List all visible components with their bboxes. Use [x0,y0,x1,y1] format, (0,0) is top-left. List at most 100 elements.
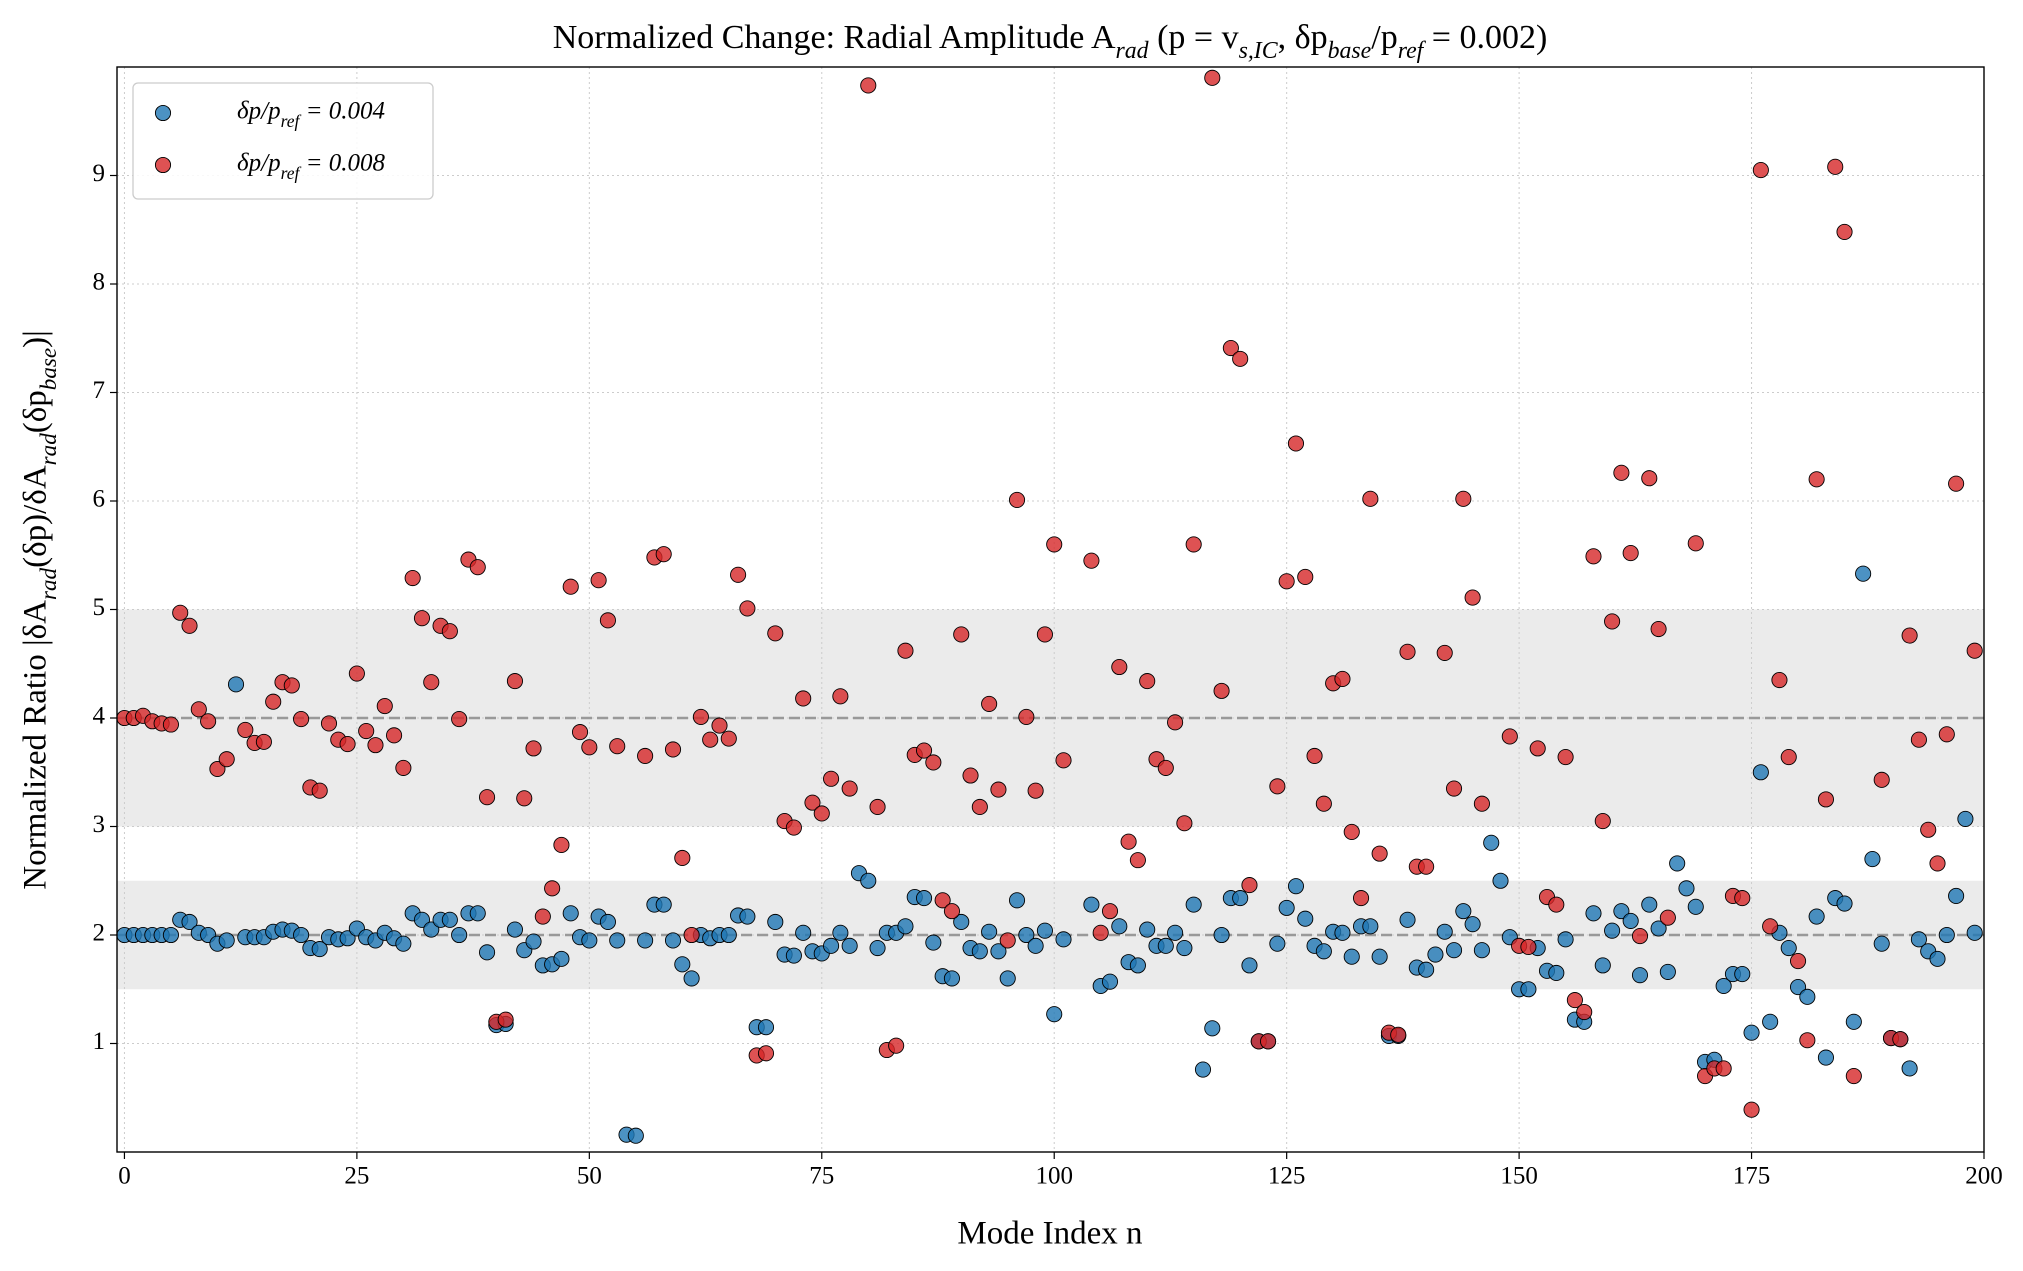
x-tick-label: 0 [118,1163,131,1190]
data-point [1157,937,1174,954]
data-point [358,722,375,740]
data-point [367,737,384,754]
data-point [1176,815,1193,832]
data-point [1548,896,1565,913]
data-point [943,970,960,987]
data-point [795,690,812,707]
data-point [1827,158,1844,175]
data-point [674,849,691,867]
data-point [525,933,542,950]
data-point [1585,548,1602,565]
data-point [1436,644,1453,661]
data-point [172,604,189,621]
data-point [227,676,245,693]
data-point [934,892,951,909]
data-point [971,798,988,816]
data-point [1176,939,1193,957]
x-tick-label: 25 [344,1163,369,1190]
data-point [1762,918,1779,935]
data-point [1036,922,1053,939]
data-point [841,937,858,954]
data-point [1464,589,1481,606]
data-point [1901,627,1918,644]
legend-box [132,82,434,200]
data-point [1436,923,1453,940]
data-point [181,913,198,931]
data-point [599,913,616,931]
data-point [571,724,589,741]
y-tick-label: 8 [93,269,106,296]
data-point [860,872,877,889]
data-point [730,566,747,583]
y-tick-label: 4 [93,703,106,730]
data-point [1520,981,1537,998]
data-point [1241,877,1258,894]
data-point [479,789,496,806]
y-tick-label: 5 [93,594,106,621]
data-point [720,730,737,747]
data-point [1315,943,1332,960]
data-point [1352,890,1370,907]
data-point [1269,935,1286,952]
data-point [702,731,719,748]
y-tick-label: 6 [93,486,106,513]
data-point [320,715,338,732]
data-point [1390,1026,1407,1043]
data-point [544,880,561,897]
data-point [1083,552,1100,569]
data-point [1027,782,1044,799]
data-point [767,625,784,642]
data-point [181,617,198,634]
y-tick-label: 7 [93,377,106,404]
data-point [897,918,914,935]
data-point [1520,938,1537,955]
data-point [1008,491,1026,508]
data-point [1715,977,1732,995]
data-point [1817,1049,1834,1066]
data-point [1083,896,1100,913]
data-point [1594,957,1611,974]
y-tick-label: 3 [93,811,106,838]
data-point [1111,658,1128,676]
data-point [1752,162,1769,179]
data-point [1631,967,1649,984]
data-point [1687,535,1704,552]
data-point [451,711,468,728]
data-point [339,930,356,947]
x-tick-label: 75 [809,1163,834,1190]
data-point [423,674,440,691]
data-point [1641,470,1658,487]
data-point [1808,471,1825,488]
data-point [1910,931,1927,948]
data-point [767,913,784,931]
data-point [553,950,570,967]
data-point [1101,903,1119,920]
data-point [1371,845,1388,862]
data-point [162,926,179,944]
data-point [785,819,802,836]
data-point [562,905,579,922]
data-point [1120,833,1137,850]
data-point [1901,1060,1918,1077]
data-point [711,717,728,734]
x-tick-label: 200 [1965,1163,2003,1190]
data-point [1101,973,1119,990]
data-point [1092,924,1109,941]
data-point [1873,935,1890,952]
data-point [664,741,682,758]
data-point [1343,823,1360,840]
y-tick-label: 1 [93,1028,106,1055]
data-point [897,642,914,659]
data-point [1957,810,1974,827]
data-point [1334,670,1351,687]
data-point [190,701,207,718]
data-point [1594,813,1611,830]
data-point [981,695,998,712]
data-point [1129,852,1146,869]
data-point [869,939,886,957]
data-point [637,747,654,765]
data-point [1036,626,1053,643]
data-point [1669,855,1686,872]
data-point [1762,1013,1779,1030]
data-point [1129,957,1146,974]
